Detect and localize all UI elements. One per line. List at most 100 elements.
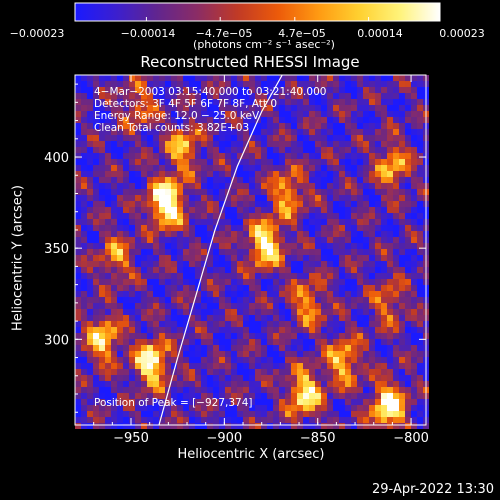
heatmap-cell [369,291,375,297]
heatmap-cell [381,165,387,171]
heatmap-cell [309,117,315,123]
heatmap-cell [333,309,339,315]
heatmap-cell [267,255,273,261]
heatmap-cell [117,135,123,141]
heatmap-cell [255,345,261,351]
heatmap-cell [225,153,231,159]
heatmap-cell [297,339,303,345]
heatmap-cell [81,279,87,285]
heatmap-cell [279,255,285,261]
heatmap-cell [99,405,105,411]
heatmap-cell [327,225,333,231]
heatmap-cell [417,309,423,315]
heatmap-cell [165,153,171,159]
heatmap-cell [255,219,261,225]
heatmap-cell [153,339,159,345]
heatmap-cell [75,111,81,117]
heatmap-cell [213,183,219,189]
heatmap-cell [153,297,159,303]
heatmap-cell [117,309,123,315]
heatmap-cell [147,399,153,405]
heatmap-cell [291,351,297,357]
heatmap-cell [87,273,93,279]
heatmap-cell [153,201,159,207]
heatmap-cell [201,375,207,381]
heatmap-cell [213,345,219,351]
heatmap-cell [189,219,195,225]
heatmap-cell [213,171,219,177]
heatmap-cell [405,177,411,183]
heatmap-cell [231,117,237,123]
heatmap-cell [411,315,417,321]
heatmap-cell [93,267,99,273]
heatmap-cell [261,99,267,105]
heatmap-cell [351,393,357,399]
heatmap-cell [219,105,225,111]
heatmap-cell [405,309,411,315]
heatmap-cell [111,303,117,309]
heatmap-cell [135,369,141,375]
heatmap-cell [183,153,189,159]
heatmap-cell [291,135,297,141]
heatmap-cell [357,219,363,225]
heatmap-cell [129,129,135,135]
heatmap-cell [141,261,147,267]
heatmap-cell [321,243,327,249]
heatmap-cell [201,273,207,279]
heatmap-cell [249,135,255,141]
heatmap-cell [171,225,177,231]
heatmap-cell [183,135,189,141]
heatmap-cell [195,255,201,261]
heatmap-cell [189,201,195,207]
heatmap-cell [213,321,219,327]
heatmap-cell [387,231,393,237]
heatmap-cell [159,333,165,339]
heatmap-cell [255,183,261,189]
heatmap-cell [177,279,183,285]
heatmap-cell [405,99,411,105]
heatmap-cell [111,357,117,363]
heatmap-cell [303,345,309,351]
heatmap-cell [261,411,267,417]
heatmap-cell [81,423,87,429]
heatmap-cell [243,417,249,423]
heatmap-cell [315,309,321,315]
heatmap-cell [201,153,207,159]
heatmap-cell [279,279,285,285]
heatmap-cell [417,363,423,369]
heatmap-cell [171,333,177,339]
heatmap-cell [153,147,159,153]
heatmap-cell [309,351,315,357]
heatmap-cell [75,327,81,333]
heatmap-cell [309,207,315,213]
heatmap-cell [321,177,327,183]
heatmap-cell [369,99,375,105]
heatmap-cell [255,273,261,279]
heatmap-cell [309,411,315,417]
heatmap-cell [315,291,321,297]
heatmap-cell [111,405,117,411]
heatmap-cell [141,189,147,195]
heatmap-cell [237,99,243,105]
heatmap-cell [417,405,423,411]
heatmap-cell [243,405,249,411]
heatmap-cell [141,195,147,201]
heatmap-cell [399,333,405,339]
heatmap-cell [297,327,303,333]
heatmap-cell [327,357,333,363]
heatmap-cell [339,351,345,357]
heatmap-cell [345,75,351,81]
heatmap-cell [357,135,363,141]
heatmap-cell [405,267,411,273]
heatmap-cell [105,255,111,261]
heatmap-cell [357,297,363,303]
heatmap-cell [159,339,165,345]
heatmap-cell [183,255,189,261]
heatmap-cell [129,375,135,381]
heatmap-cell [291,75,297,81]
heatmap-cell [315,267,321,273]
heatmap-cell [291,225,297,231]
heatmap-cell [327,387,333,393]
heatmap-cell [327,135,333,141]
heatmap-cell [399,135,405,141]
